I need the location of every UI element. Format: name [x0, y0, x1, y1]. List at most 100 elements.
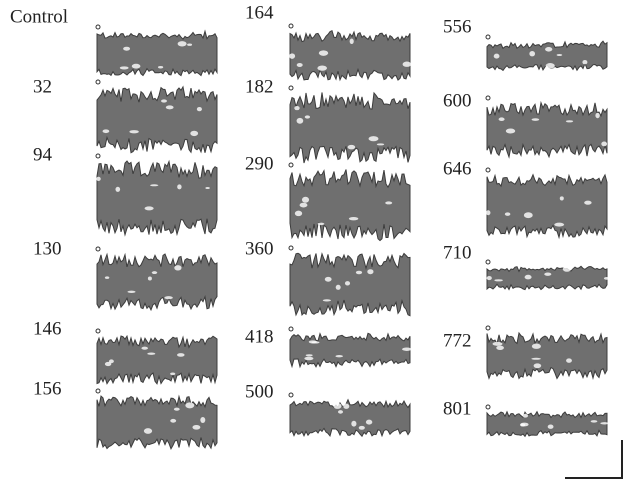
trace-speckle: [385, 201, 392, 204]
trace-speckle: [546, 63, 555, 69]
trace-speckle: [486, 210, 490, 215]
trace-speckle: [356, 271, 362, 274]
trace-speckle: [529, 51, 535, 56]
trace-speckle: [506, 128, 515, 133]
trace-speckle: [309, 340, 317, 343]
trace: [97, 31, 217, 75]
trace-marker: [289, 393, 293, 397]
trace-speckle: [566, 358, 572, 362]
trace-speckle: [349, 217, 358, 220]
trace-speckle: [494, 279, 503, 281]
trace-speckle: [205, 187, 209, 189]
panel-label: 164: [245, 2, 274, 23]
trace-speckle: [496, 346, 504, 350]
panel-label: 710: [443, 242, 472, 263]
trace-speckle: [343, 404, 349, 409]
panel-label: 290: [245, 153, 274, 174]
trace-marker: [96, 80, 100, 84]
trace-speckle: [174, 265, 181, 270]
trace-speckle: [297, 118, 304, 124]
panel-label: 556: [443, 16, 472, 37]
trace: [487, 333, 607, 379]
trace-speckle: [366, 420, 372, 425]
scale-bar: [565, 440, 622, 478]
trace-marker: [96, 329, 100, 333]
trace-marker: [96, 389, 100, 393]
trace-speckle: [294, 106, 299, 110]
trace-speckle: [367, 269, 373, 274]
panel-label: 146: [33, 318, 62, 339]
trace-speckle: [402, 347, 412, 350]
trace-speckle: [103, 129, 110, 133]
panel-label: 772: [443, 330, 472, 351]
trace-speckle: [523, 414, 528, 418]
trace: [97, 254, 217, 310]
trace-speckle: [544, 273, 551, 276]
trace-speckle: [525, 275, 532, 280]
panel-label: 801: [443, 398, 472, 419]
trace-marker: [289, 24, 293, 28]
trace-speckle: [150, 184, 158, 186]
trace-marker: [289, 246, 293, 250]
trace-marker: [486, 168, 490, 172]
trace-speckle: [338, 410, 343, 414]
trace-speckle: [557, 54, 563, 56]
trace-marker: [289, 163, 293, 167]
trace-speckle: [105, 362, 111, 366]
trace: [487, 103, 607, 157]
trace: [487, 412, 607, 437]
panel-label: 500: [245, 381, 274, 402]
trace-speckle: [582, 60, 587, 64]
trace-speckle: [554, 223, 564, 227]
trace-speckle: [177, 184, 181, 189]
trace-speckle: [178, 41, 187, 46]
trace-speckle: [524, 212, 533, 218]
trace-speckle: [197, 107, 202, 111]
trace: [290, 31, 410, 80]
trace-speckle: [305, 115, 310, 118]
trace-speckle: [289, 53, 295, 58]
trace-speckle: [323, 299, 331, 301]
trace: [290, 333, 410, 367]
panel-label: Control: [10, 6, 68, 27]
panel-label: 600: [443, 90, 472, 111]
trace-speckle: [369, 136, 379, 141]
trace: [97, 161, 217, 235]
trace-speckle: [348, 145, 356, 150]
panel-label: 156: [33, 378, 62, 399]
trace-marker: [96, 25, 100, 29]
trace-speckle: [123, 47, 130, 51]
trace-speckle: [115, 187, 120, 192]
trace-speckle: [335, 355, 342, 357]
trace-speckle: [192, 425, 200, 430]
trace: [487, 175, 607, 238]
trace-speckle: [548, 424, 554, 428]
trace-speckle: [584, 201, 591, 205]
trace-speckle: [325, 277, 332, 282]
trace-speckle: [377, 143, 384, 145]
trace-speckle: [591, 420, 598, 422]
trace-speckle: [177, 353, 185, 357]
trace-speckle: [505, 212, 510, 215]
trace-speckle: [187, 44, 192, 46]
trace-speckle: [304, 357, 313, 360]
trace: [97, 396, 217, 449]
trace-speckle: [403, 62, 412, 67]
figure: Control329413014615616418229036041850055…: [0, 0, 628, 479]
panel-label: 182: [245, 76, 274, 97]
trace-speckle: [351, 421, 356, 427]
trace-speckle: [336, 285, 341, 290]
trace-speckle: [604, 277, 610, 280]
trace-speckle: [152, 271, 157, 274]
trace-speckle: [132, 64, 141, 69]
trace-speckle: [300, 203, 308, 208]
trace-speckle: [487, 276, 492, 280]
trace-speckle: [120, 66, 129, 69]
trace-speckle: [96, 177, 101, 181]
trace-speckle: [350, 39, 354, 44]
trace-marker: [289, 327, 293, 331]
trace-marker: [486, 405, 490, 409]
trace: [487, 266, 607, 289]
trace-marker: [289, 86, 293, 90]
trace-speckle: [319, 50, 328, 55]
